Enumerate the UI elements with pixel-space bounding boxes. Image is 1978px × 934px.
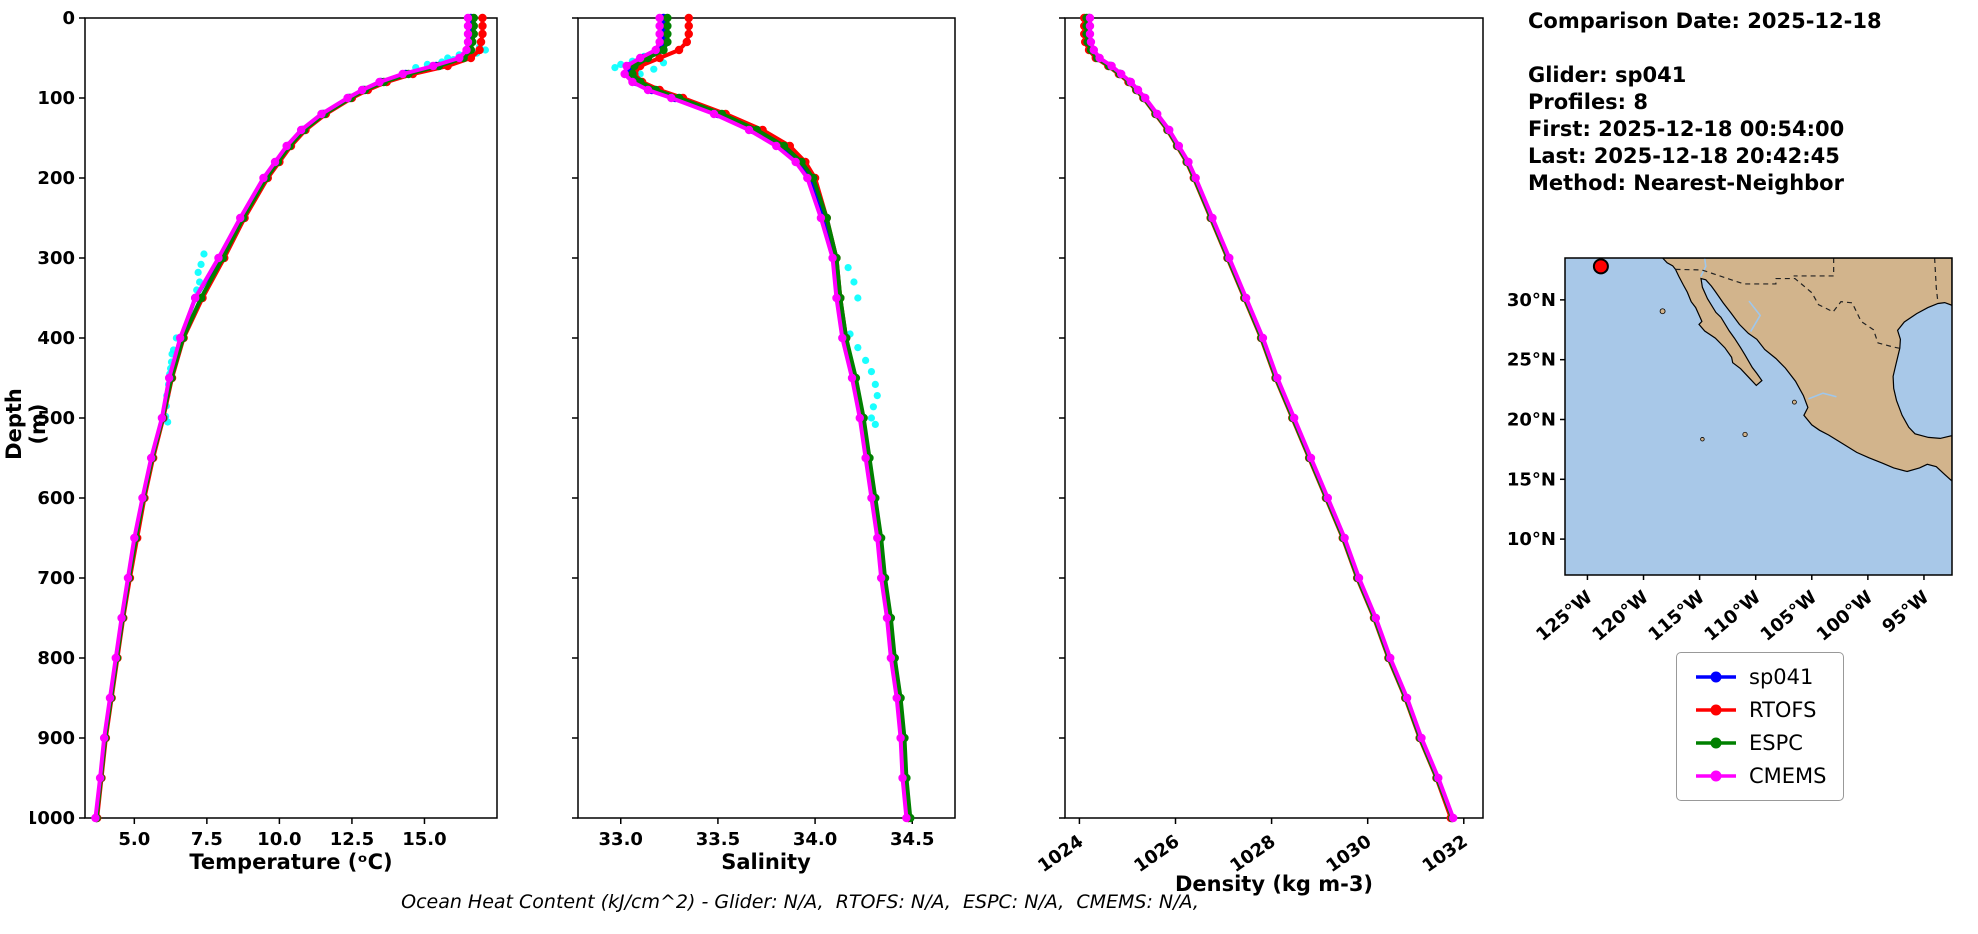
legend-line-marker-icon (1696, 671, 1736, 683)
river (1700, 258, 1707, 277)
depth-tick-label: 0 (62, 8, 75, 29)
lon-tick-label: 100°W (1813, 587, 1877, 645)
lon-tick-label: 95°W (1878, 587, 1933, 638)
legend-item-RTOFS: RTOFS (1693, 698, 1827, 722)
lon-tick-label: 110°W (1701, 587, 1765, 645)
legend-label: CMEMS (1749, 764, 1827, 788)
x-tick-label: 1032 (1419, 831, 1472, 877)
chart-den-series-CMEMS (1085, 13, 1458, 823)
island (1700, 437, 1705, 442)
mexico-landmass (1661, 258, 1952, 482)
chart-temp-series-sp041 (92, 13, 476, 823)
depth-tick-label: 500 (37, 408, 75, 429)
river (1748, 300, 1762, 332)
island (1742, 431, 1748, 438)
temperature-profile-chart: 5.0 7.5 10.0 12.5 15.0 0 100 200 300 400 500 600 700… (30, 8, 498, 850)
depth-tick-label: 700 (37, 568, 75, 589)
chart-den-series-sp041 (1084, 13, 1456, 823)
legend-label: RTOFS (1749, 698, 1817, 722)
border-line (1934, 258, 1939, 303)
lon-tick-label: 115°W (1644, 587, 1708, 645)
chart-temp-series-RTOFS (92, 13, 487, 823)
lat-tick-label: 10°N (1507, 529, 1556, 550)
chart-den-series-ESPC (1082, 13, 1457, 823)
x-tick-label: 10.0 (257, 829, 301, 850)
lat-tick-label: 15°N (1507, 469, 1556, 490)
salinity-profile-chart: 33.0 33.5 34.0 34.5 (572, 13, 956, 850)
x-tick-label: 1026 (1130, 831, 1183, 877)
island (1791, 399, 1797, 405)
chart-den-series-RTOFS (1080, 13, 1456, 823)
island (1659, 308, 1666, 315)
comparison-date-text: Comparison Date: 2025-12-18 (1528, 9, 1882, 33)
chart-temp-scatter-glider-raw (162, 43, 489, 426)
glider-name-text: Glider: sp041 (1528, 63, 1687, 87)
method-text: Method: Nearest-Neighbor (1528, 171, 1844, 195)
density-profile-chart: 1024 1026 1028 1030 1032 (1034, 13, 1484, 877)
x-tick-label: 34.0 (793, 829, 837, 850)
map-frame (1564, 257, 1953, 576)
first-profile-time-text: First: 2025-12-18 00:54:00 (1528, 117, 1845, 141)
location-map: 30°N 25°N 20°N 15°N 10°N 125°W120°W115°W110°W… (1507, 257, 1953, 645)
last-profile-time-text: Last: 2025-12-18 20:42:45 (1528, 144, 1840, 168)
salinity-axis-label: Salinity (721, 850, 811, 874)
lat-tick-label: 30°N (1507, 290, 1556, 311)
depth-tick-label: 1000 (30, 808, 75, 829)
depth-tick-label: 900 (37, 728, 75, 749)
depth-axis-label: Depth (m) (2, 388, 50, 460)
lon-tick-label: 125°W (1532, 587, 1596, 645)
lon-tick-label: 105°W (1757, 587, 1821, 645)
depth-tick-label: 100 (37, 88, 75, 109)
info-spacer (1528, 35, 1882, 62)
x-tick-label: 1024 (1034, 831, 1087, 877)
legend-item-ESPC: ESPC (1693, 731, 1827, 755)
x-tick-label: 5.0 (118, 829, 150, 850)
legend-label: ESPC (1749, 731, 1803, 755)
temperature-axis-label: Temperature (ᵒC) (189, 850, 393, 874)
depth-tick-label: 600 (37, 488, 75, 509)
density-axis-label: Density (kg m-3) (1174, 872, 1374, 896)
footer-note: Ocean Heat Content (kJ/cm^2) - Glider: N… (401, 891, 1199, 913)
legend: sp041 RTOFS ESPC CMEMS (1676, 652, 1844, 801)
x-tick-label: 7.5 (191, 829, 223, 850)
lat-tick-label: 25°N (1507, 350, 1556, 371)
depth-tick-label: 200 (37, 168, 75, 189)
land-layer (1659, 258, 1952, 482)
lon-tick-label: 120°W (1588, 587, 1652, 645)
x-tick-label: 12.5 (330, 829, 374, 850)
chart-temp-series-ESPC (92, 13, 478, 823)
info-panel: Comparison Date: 2025-12-18 Glider: sp04… (1528, 8, 1882, 197)
legend-item-sp041: sp041 (1693, 665, 1827, 689)
plot-frame (1064, 17, 1484, 819)
profiles-count-text: Profiles: 8 (1528, 90, 1649, 114)
glider-position-marker (1592, 258, 1609, 275)
depth-tick-label: 400 (37, 328, 75, 349)
x-tick-label: 33.5 (696, 829, 740, 850)
x-tick-label: 33.0 (599, 829, 643, 850)
plot-frame (84, 17, 498, 819)
legend-label: sp041 (1749, 665, 1814, 689)
legend-item-CMEMS: CMEMS (1693, 764, 1827, 788)
chart-sal-scatter-glider-raw (611, 52, 881, 428)
x-tick-label: 34.5 (890, 829, 934, 850)
legend-line-marker-icon (1696, 704, 1736, 716)
chart-temp-series-CMEMS (91, 13, 473, 823)
legend-line-marker-icon (1696, 770, 1736, 782)
lat-tick-label: 20°N (1507, 409, 1556, 430)
river (1808, 392, 1837, 400)
border-line (1675, 268, 1900, 349)
depth-tick-label: 800 (37, 648, 75, 669)
x-tick-label: 15.0 (402, 829, 446, 850)
x-tick-label: 1030 (1322, 831, 1375, 877)
depth-tick-label: 300 (37, 248, 75, 269)
x-tick-label: 1028 (1226, 831, 1279, 877)
chart-sal-series-CMEMS (620, 13, 911, 823)
legend-line-marker-icon (1696, 737, 1736, 749)
